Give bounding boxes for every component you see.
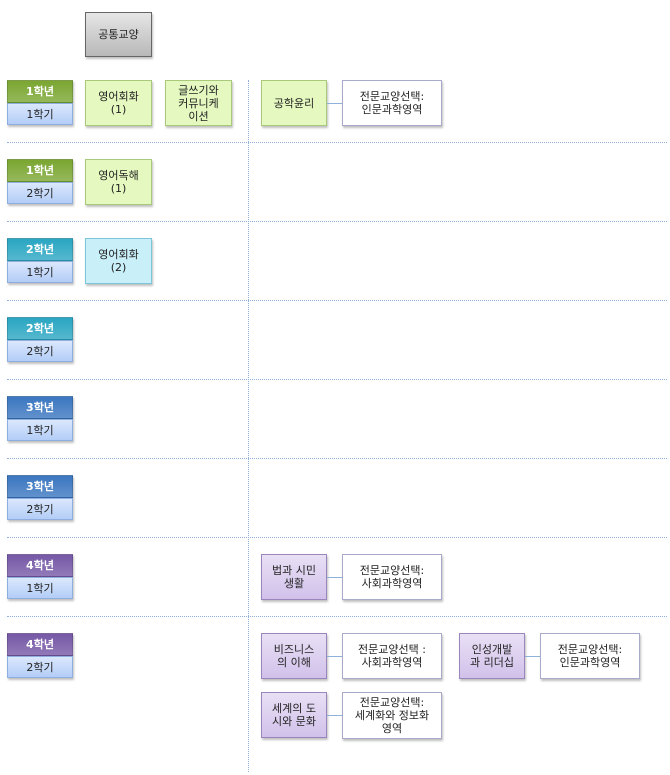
elective-box: 전문교양선택: 세계화와 정보화 영역 <box>342 692 442 739</box>
course-box: 글쓰기와 커뮤니케 이션 <box>165 80 232 126</box>
year-label: 4학년 <box>7 554 73 577</box>
year-label: 2학년 <box>7 238 73 261</box>
connector-line <box>327 715 342 716</box>
year-label: 3학년 <box>7 475 73 498</box>
elective-box: 전문교양선택: 인문과학영역 <box>540 633 640 679</box>
course-box: 세계의 도 시와 문화 <box>261 692 327 738</box>
year-label: 1학년 <box>7 159 73 182</box>
course-box: 법과 시민 생활 <box>261 554 327 600</box>
year-label: 3학년 <box>7 396 73 419</box>
semester-label: 1학기 <box>7 419 73 441</box>
general-education-header: 공통교양 <box>85 12 152 57</box>
course-box: 비즈니스 의 이해 <box>261 633 327 679</box>
course-box: 영어회화 (2) <box>85 238 152 284</box>
column-divider <box>248 80 249 772</box>
row-divider <box>7 142 667 143</box>
semester-label: 2학기 <box>7 498 73 520</box>
row-divider <box>7 221 667 222</box>
elective-box: 전문교양선택: 사회과학영역 <box>342 554 442 600</box>
year-label: 4학년 <box>7 633 73 656</box>
row-divider <box>7 379 667 380</box>
course-box: 공학윤리 <box>261 80 327 126</box>
row-divider <box>7 458 667 459</box>
course-box: 인성개발 과 리더십 <box>459 633 525 679</box>
course-box: 영어독해 (1) <box>85 159 152 205</box>
semester-label: 2학기 <box>7 656 73 678</box>
row-divider <box>7 616 667 617</box>
connector-line <box>327 577 342 578</box>
elective-box: 전문교양선택: 인문과학영역 <box>342 80 442 126</box>
connector-line <box>327 656 342 657</box>
semester-label: 1학기 <box>7 103 73 125</box>
connector-line <box>327 103 342 104</box>
year-label: 1학년 <box>7 80 73 103</box>
semester-label: 2학기 <box>7 340 73 362</box>
connector-line <box>525 656 540 657</box>
course-box: 영어회화 (1) <box>85 80 152 126</box>
semester-label: 2학기 <box>7 182 73 204</box>
year-label: 2학년 <box>7 317 73 340</box>
row-divider <box>7 300 667 301</box>
semester-label: 1학기 <box>7 261 73 283</box>
elective-box: 전문교양선택 : 사회과학영역 <box>342 633 442 679</box>
semester-label: 1학기 <box>7 577 73 599</box>
row-divider <box>7 537 667 538</box>
